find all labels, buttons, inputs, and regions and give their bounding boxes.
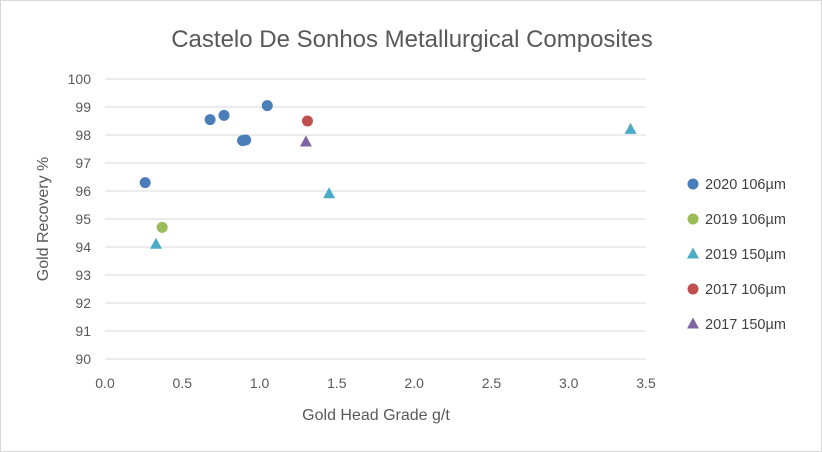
legend-marker xyxy=(687,283,699,295)
legend-item: 2020 106µm xyxy=(687,177,786,193)
legend-label: 2019 106µm xyxy=(705,212,786,228)
legend-item: 2019 106µm xyxy=(687,212,786,228)
legend-label: 2017 106µm xyxy=(705,282,786,298)
y-tick-label: 95 xyxy=(75,211,91,227)
y-tick-label: 91 xyxy=(75,323,91,339)
y-tick-label: 96 xyxy=(75,183,91,199)
chart-title: Castelo De Sonhos Metallurgical Composit… xyxy=(171,26,653,53)
y-axis-tick-labels: 90 91 92 93 94 95 96 97 98 99 100 xyxy=(68,71,92,367)
data-point xyxy=(624,122,637,134)
y-tick-label: 98 xyxy=(75,127,91,143)
data-point xyxy=(261,100,273,112)
data-point xyxy=(301,115,313,127)
x-tick-label: 3.5 xyxy=(636,375,656,391)
legend-label: 2019 150µm xyxy=(705,247,786,263)
data-point xyxy=(204,114,216,126)
data-point xyxy=(139,177,151,189)
legend-item: 2019 150µm xyxy=(687,247,786,263)
gridlines xyxy=(105,78,646,360)
y-tick-label: 100 xyxy=(68,71,92,87)
x-tick-label: 2.0 xyxy=(404,375,424,391)
data-points xyxy=(139,100,637,249)
legend-marker xyxy=(687,213,699,225)
data-point xyxy=(150,237,163,249)
legend-item: 2017 106µm xyxy=(687,282,786,298)
x-axis-title: Gold Head Grade g/t xyxy=(302,407,450,424)
x-tick-label: 0.0 xyxy=(95,375,115,391)
y-tick-label: 93 xyxy=(75,267,91,283)
y-tick-label: 92 xyxy=(75,295,91,311)
x-tick-label: 0.5 xyxy=(173,375,193,391)
x-tick-label: 3.0 xyxy=(559,375,579,391)
legend-marker xyxy=(687,247,699,259)
y-tick-label: 97 xyxy=(75,155,91,171)
x-tick-label: 2.5 xyxy=(482,375,502,391)
data-point xyxy=(218,109,230,121)
y-tick-label: 90 xyxy=(75,351,91,367)
x-tick-label: 1.5 xyxy=(327,375,347,391)
data-point xyxy=(323,187,336,199)
x-tick-label: 1.0 xyxy=(250,375,270,391)
data-point xyxy=(156,221,168,233)
legend-label: 2017 150µm xyxy=(705,317,786,333)
legend-marker xyxy=(687,178,699,190)
y-tick-label: 99 xyxy=(75,99,91,115)
data-point xyxy=(240,134,252,146)
legend-marker xyxy=(687,317,699,329)
y-axis-title: Gold Recovery % xyxy=(35,157,52,282)
data-point xyxy=(299,135,312,147)
legend-item: 2017 150µm xyxy=(687,317,786,333)
x-axis-tick-labels: 0.0 0.5 1.0 1.5 2.0 2.5 3.0 3.5 xyxy=(95,375,656,391)
y-tick-label: 94 xyxy=(75,239,91,255)
legend-label: 2020 106µm xyxy=(705,177,786,193)
legend: 2020 106µm 2019 106µm 2019 150µm 2017 106µm… xyxy=(687,177,786,333)
